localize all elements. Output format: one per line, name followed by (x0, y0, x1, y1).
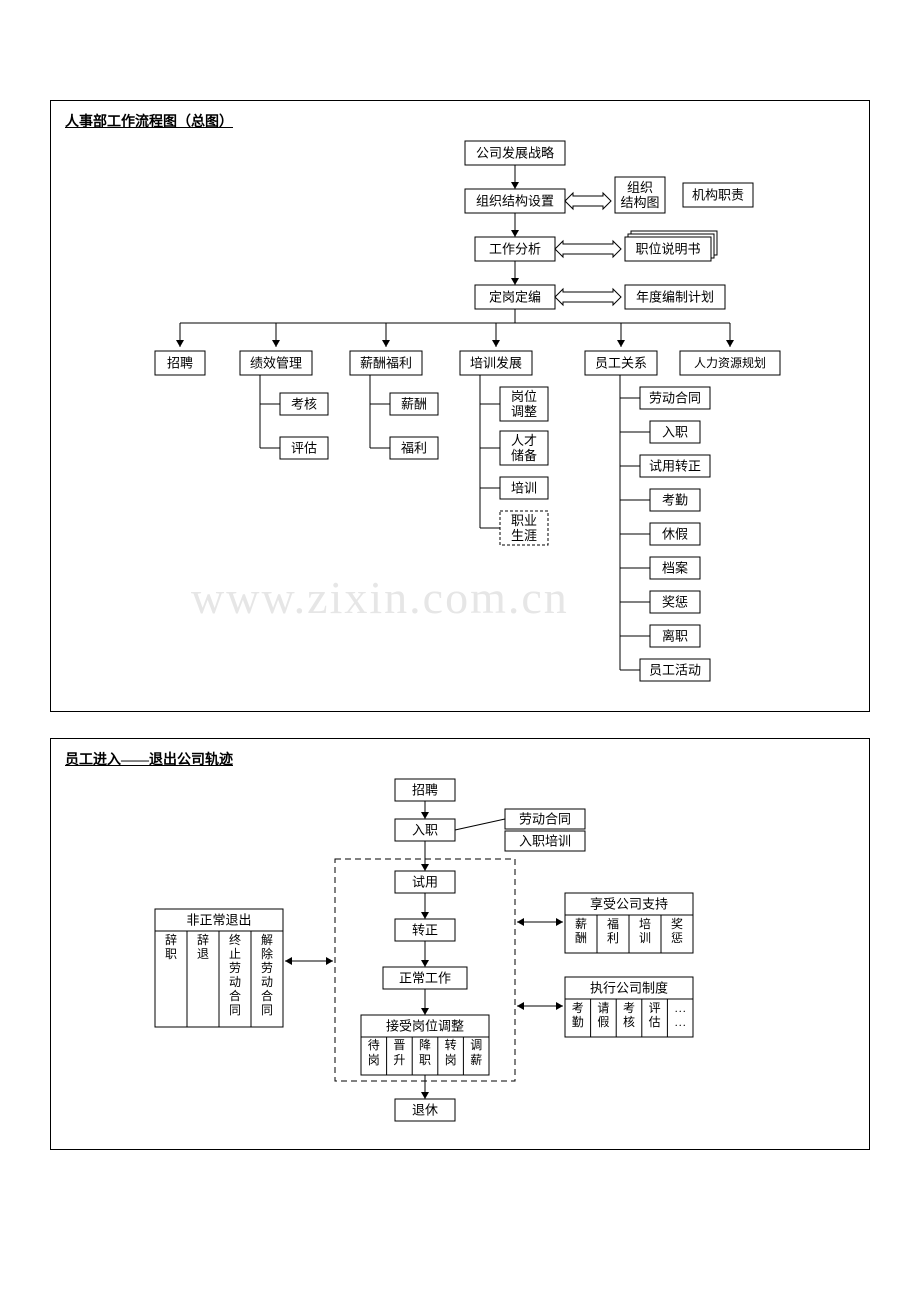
svg-text:评估: 评估 (291, 441, 317, 456)
svg-text:人力资源规划: 人力资源规划 (694, 355, 766, 370)
svg-text:生涯: 生涯 (511, 528, 537, 543)
svg-text:招聘: 招聘 (167, 356, 193, 371)
svg-text:薪: 薪 (470, 1053, 482, 1067)
svg-text:劳: 劳 (261, 961, 273, 975)
svg-text:除: 除 (261, 946, 273, 961)
svg-text:档案: 档案 (662, 561, 688, 576)
svg-text:同: 同 (261, 1003, 273, 1017)
svg-text:享受公司支持: 享受公司支持 (590, 897, 668, 912)
svg-text:职位说明书: 职位说明书 (635, 242, 700, 257)
svg-text:利: 利 (607, 931, 619, 945)
svg-text:休假: 休假 (662, 527, 688, 542)
svg-text:终: 终 (229, 932, 241, 947)
svg-text:职: 职 (419, 1053, 431, 1067)
svg-text:正常工作: 正常工作 (399, 971, 451, 986)
svg-text:奖: 奖 (671, 917, 683, 931)
svg-text:机构职责: 机构职责 (692, 188, 744, 203)
svg-text:动: 动 (229, 975, 241, 989)
svg-text:薪: 薪 (575, 917, 587, 931)
svg-text:…: … (674, 1015, 686, 1029)
svg-text:培训发展: 培训发展 (470, 356, 522, 371)
svg-text:入职: 入职 (662, 425, 688, 440)
diagram-2-svg: 招聘入职劳动合同入职培训试用转正正常工作接受岗位调整退休待岗晋升降职转岗调薪非正… (65, 773, 855, 1133)
svg-text:岗位: 岗位 (511, 389, 537, 404)
svg-text:假: 假 (597, 1015, 609, 1029)
svg-text:考勤: 考勤 (662, 493, 688, 508)
svg-text:评: 评 (649, 1001, 661, 1015)
diagram-1-svg: 公司发展战略组织结构设置 组织结构图 机构职责工作分析 职位说明书定岗定编 年度编制计划… (65, 135, 855, 695)
svg-text:组织结构设置: 组织结构设置 (476, 194, 554, 209)
svg-text:岗: 岗 (445, 1053, 457, 1067)
svg-text:职业: 职业 (511, 513, 537, 528)
svg-text:接受岗位调整: 接受岗位调整 (386, 1019, 464, 1034)
svg-text:考核: 考核 (291, 397, 317, 412)
svg-text:绩效管理: 绩效管理 (250, 356, 302, 371)
svg-text:试用转正: 试用转正 (649, 459, 701, 474)
svg-text:考: 考 (623, 1001, 635, 1015)
diagram-1-title: 人事部工作流程图（总图） (65, 111, 855, 131)
svg-text:入职培训: 入职培训 (519, 834, 571, 849)
svg-text:工作分析: 工作分析 (489, 242, 541, 257)
svg-text:劳动合同: 劳动合同 (519, 812, 571, 827)
svg-text:退: 退 (197, 947, 209, 961)
svg-text:…: … (674, 1001, 686, 1015)
svg-text:调整: 调整 (511, 404, 537, 419)
svg-text:辞: 辞 (165, 932, 177, 947)
svg-text:估: 估 (649, 1015, 661, 1029)
svg-text:解: 解 (261, 933, 273, 947)
svg-text:招聘: 招聘 (412, 783, 438, 798)
svg-text:晋: 晋 (393, 1038, 405, 1052)
svg-text:劳动合同: 劳动合同 (649, 391, 701, 406)
svg-text:升: 升 (393, 1053, 405, 1067)
svg-text:培训: 培训 (511, 481, 537, 496)
svg-text:待: 待 (368, 1038, 380, 1052)
svg-text:薪酬福利: 薪酬福利 (360, 356, 412, 371)
svg-text:转: 转 (445, 1037, 457, 1052)
svg-text:止: 止 (229, 947, 241, 961)
svg-text:非正常退出: 非正常退出 (186, 913, 251, 928)
svg-text:辞: 辞 (197, 932, 209, 947)
svg-text:储备: 储备 (511, 448, 537, 463)
svg-text:公司发展战略: 公司发展战略 (476, 146, 554, 161)
svg-text:核: 核 (623, 1015, 635, 1029)
diagram-1-frame: 人事部工作流程图（总图） www.zixin.com.cn 公司发展战略组织结构… (50, 100, 870, 712)
svg-text:年度编制计划: 年度编制计划 (636, 290, 714, 305)
diagram-2-frame: 员工进入——退出公司轨迹 招聘入职劳动合同入职培训试用转正正常工作接受岗位调整退… (50, 738, 870, 1150)
svg-text:定岗定编: 定岗定编 (489, 290, 541, 305)
svg-text:执行公司制度: 执行公司制度 (590, 981, 668, 996)
svg-text:降: 降 (419, 1038, 431, 1052)
svg-text:同: 同 (229, 1003, 241, 1017)
svg-text:退休: 退休 (412, 1103, 438, 1118)
svg-text:转正: 转正 (412, 923, 438, 938)
svg-text:请: 请 (597, 1001, 609, 1015)
svg-text:合: 合 (229, 988, 241, 1003)
svg-text:福: 福 (607, 916, 619, 931)
svg-text:惩: 惩 (671, 931, 683, 945)
svg-text:离职: 离职 (662, 629, 688, 644)
svg-text:劳: 劳 (229, 961, 241, 975)
svg-text:奖惩: 奖惩 (662, 595, 688, 610)
svg-text:酬: 酬 (575, 931, 587, 945)
diagram-2-title: 员工进入——退出公司轨迹 (65, 749, 855, 769)
svg-text:职: 职 (165, 947, 177, 961)
svg-text:人才: 人才 (511, 433, 537, 448)
svg-text:结构图: 结构图 (620, 195, 659, 210)
svg-text:员工关系: 员工关系 (595, 356, 647, 371)
svg-text:考: 考 (572, 1001, 584, 1015)
svg-text:组织: 组织 (627, 180, 653, 195)
svg-text:合: 合 (261, 988, 273, 1003)
svg-text:福利: 福利 (401, 441, 427, 456)
svg-text:训: 训 (639, 931, 651, 945)
svg-text:勤: 勤 (572, 1015, 584, 1029)
svg-text:试用: 试用 (412, 875, 438, 890)
svg-text:岗: 岗 (368, 1053, 380, 1067)
svg-text:动: 动 (261, 975, 273, 989)
svg-text:员工活动: 员工活动 (649, 663, 701, 678)
svg-text:调: 调 (470, 1038, 482, 1052)
svg-text:薪酬: 薪酬 (401, 397, 427, 412)
svg-text:培: 培 (639, 916, 651, 931)
svg-text:入职: 入职 (412, 823, 438, 838)
